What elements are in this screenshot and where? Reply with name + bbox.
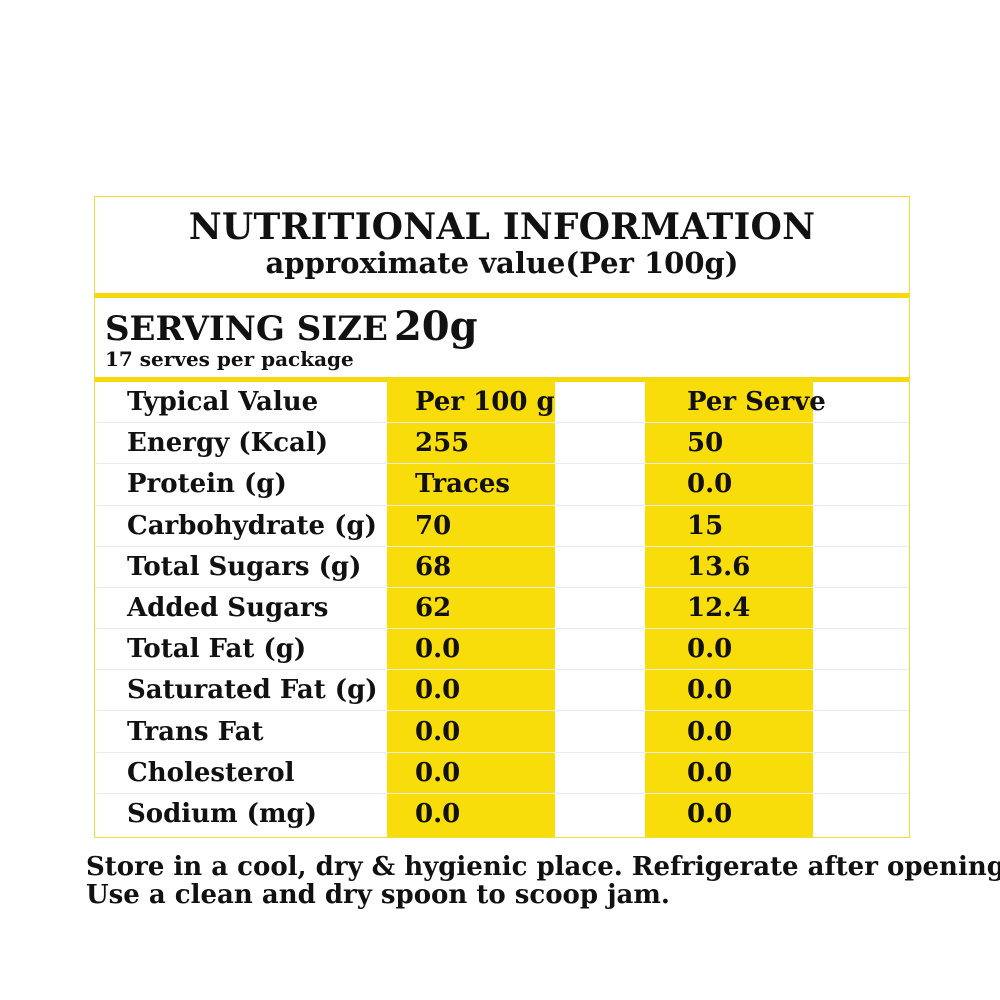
- table-row: Carbohydrate (g) 70 15: [95, 506, 909, 547]
- table-row: Sodium (mg) 0.0 0.0: [95, 794, 909, 835]
- table-row: Total Fat (g) 0.0 0.0: [95, 629, 909, 671]
- divider-bottom: [95, 377, 909, 382]
- row-label: Trans Fat: [127, 716, 264, 747]
- per-100g-value: 0.0: [415, 757, 461, 788]
- per-serve-value: 0.0: [687, 469, 733, 500]
- serving-size: SERVING SIZE 20g: [105, 307, 478, 347]
- serves-per-package: 17 serves per package: [105, 347, 354, 371]
- row-label: Sodium (mg): [127, 799, 317, 830]
- per-serve-value: 13.6: [687, 551, 751, 582]
- panel-subtitle: approximate value(Per 100g): [265, 246, 739, 280]
- nutrition-table: Typical Value Per 100 g Per Serve Energy…: [95, 382, 909, 837]
- per-100g-column-highlight: [387, 382, 555, 837]
- per-100g-value: 0.0: [415, 675, 461, 706]
- table-row: Cholesterol 0.0 0.0: [95, 753, 909, 794]
- per-100g-value: 0.0: [415, 716, 461, 747]
- per-serve-value: 50: [687, 428, 724, 459]
- per-serve-value: 0.0: [687, 675, 733, 706]
- row-label: Saturated Fat (g): [127, 675, 378, 706]
- row-label: Total Fat (g): [127, 634, 307, 665]
- table-row: Protein (g) Traces 0.0: [95, 464, 909, 506]
- per-serve-value: 0.0: [687, 716, 733, 747]
- row-label: Added Sugars: [127, 592, 329, 623]
- per-100g-value: 0.0: [415, 799, 461, 830]
- table-row: Total Sugars (g) 68 13.6: [95, 547, 909, 588]
- storage-line-2: Use a clean and dry spoon to scoop jam.: [86, 880, 670, 910]
- divider-top: [95, 293, 909, 298]
- storage-line-1: Store in a cool, dry & hygienic place. R…: [86, 852, 1000, 882]
- table-row: Typical Value Per 100 g Per Serve: [95, 382, 909, 424]
- row-label: Protein (g): [127, 469, 287, 500]
- per-100g-value: 68: [415, 551, 452, 582]
- table-row: Saturated Fat (g) 0.0 0.0: [95, 670, 909, 712]
- per-serve-value: 0.0: [687, 799, 733, 830]
- row-label: Typical Value: [127, 387, 319, 418]
- per-100g-value: Traces: [415, 469, 511, 500]
- table-row: Added Sugars 62 12.4: [95, 588, 909, 630]
- per-100g-value: 70: [415, 510, 452, 541]
- per-serve-value: 15: [687, 510, 724, 541]
- per-100g-value: 0.0: [415, 634, 461, 665]
- per-serve-value: 0.0: [687, 757, 733, 788]
- row-label: Energy (Kcal): [127, 428, 329, 459]
- row-label: Carbohydrate (g): [127, 510, 377, 541]
- per-serve-value: Per Serve: [687, 387, 826, 418]
- row-label: Total Sugars (g): [127, 551, 362, 582]
- nutrition-panel: NUTRITIONAL INFORMATION approximate valu…: [94, 196, 910, 838]
- per-serve-value: 0.0: [687, 634, 733, 665]
- serving-size-value: 20g: [393, 303, 478, 350]
- storage-instructions: Store in a cool, dry & hygienic place. R…: [86, 853, 1000, 909]
- panel-title: NUTRITIONAL INFORMATION: [188, 206, 816, 248]
- per-serve-value: 12.4: [687, 592, 751, 623]
- per-100g-value: Per 100 g: [415, 387, 555, 418]
- serving-size-label: SERVING SIZE: [105, 309, 388, 349]
- table-row: Energy (Kcal) 255 50: [95, 423, 909, 465]
- per-100g-value: 62: [415, 592, 452, 623]
- table-row: Trans Fat 0.0 0.0: [95, 711, 909, 753]
- row-label: Cholesterol: [127, 757, 295, 788]
- per-serve-column-highlight: [645, 382, 813, 837]
- per-100g-value: 255: [415, 428, 470, 459]
